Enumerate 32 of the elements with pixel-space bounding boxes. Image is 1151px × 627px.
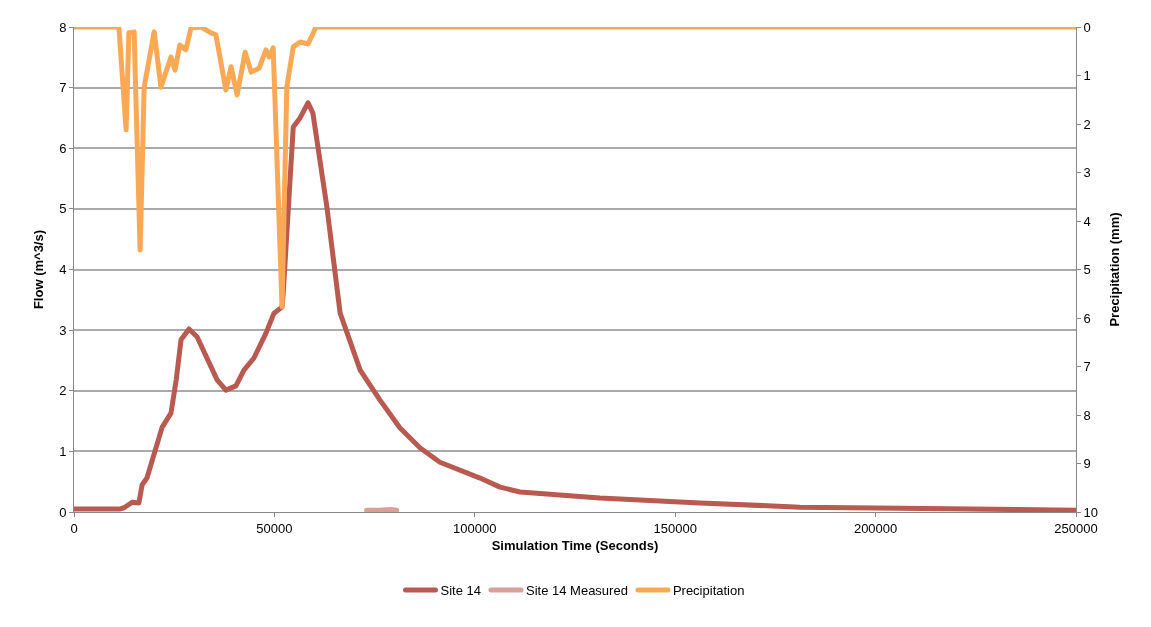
y2-tick-label: 8 bbox=[1083, 407, 1091, 423]
y2-tick-label: 5 bbox=[1083, 262, 1091, 278]
legend-label: Site 14 Measured bbox=[525, 583, 628, 599]
y-tick-label: 7 bbox=[59, 80, 67, 96]
y-tick-label: 8 bbox=[59, 19, 67, 35]
y-tick-label: 2 bbox=[59, 383, 67, 399]
x-tick-label: 200000 bbox=[853, 520, 898, 536]
y2-tick-label: 6 bbox=[1083, 310, 1091, 326]
x-tick-label: 100000 bbox=[453, 520, 497, 536]
y2-tick-label: 0 bbox=[1083, 19, 1091, 35]
y-tick-label: 1 bbox=[59, 443, 67, 459]
x-tick-label: 250000 bbox=[1054, 520, 1098, 536]
y-tick-label: 5 bbox=[59, 201, 67, 217]
y-tick-label: 6 bbox=[59, 140, 67, 156]
x-tick-label: 0 bbox=[70, 520, 78, 536]
legend-label: Site 14 bbox=[440, 583, 481, 599]
y-tick-label: 0 bbox=[59, 504, 67, 520]
y2-tick-label: 9 bbox=[1083, 456, 1091, 472]
y2-tick-label: 1 bbox=[1083, 68, 1091, 84]
x-tick-label: 150000 bbox=[653, 520, 697, 536]
x-tick-label: 50000 bbox=[256, 520, 293, 536]
y2-tick-label: 2 bbox=[1083, 116, 1091, 132]
y-axis-title: Flow (m^3/s) bbox=[31, 229, 47, 310]
y2-tick-label: 10 bbox=[1083, 504, 1099, 520]
y2-axis-title: Precipitation (mm) bbox=[1106, 212, 1122, 327]
y2-tick-label: 4 bbox=[1083, 213, 1091, 229]
y-tick-label: 3 bbox=[59, 322, 67, 338]
y2-tick-label: 3 bbox=[1083, 165, 1091, 181]
y2-tick-label: 7 bbox=[1083, 359, 1091, 375]
x-axis-title: Simulation Time (Seconds) bbox=[491, 538, 659, 554]
y-tick-label: 4 bbox=[59, 262, 67, 278]
legend-label: Precipitation bbox=[672, 583, 745, 599]
